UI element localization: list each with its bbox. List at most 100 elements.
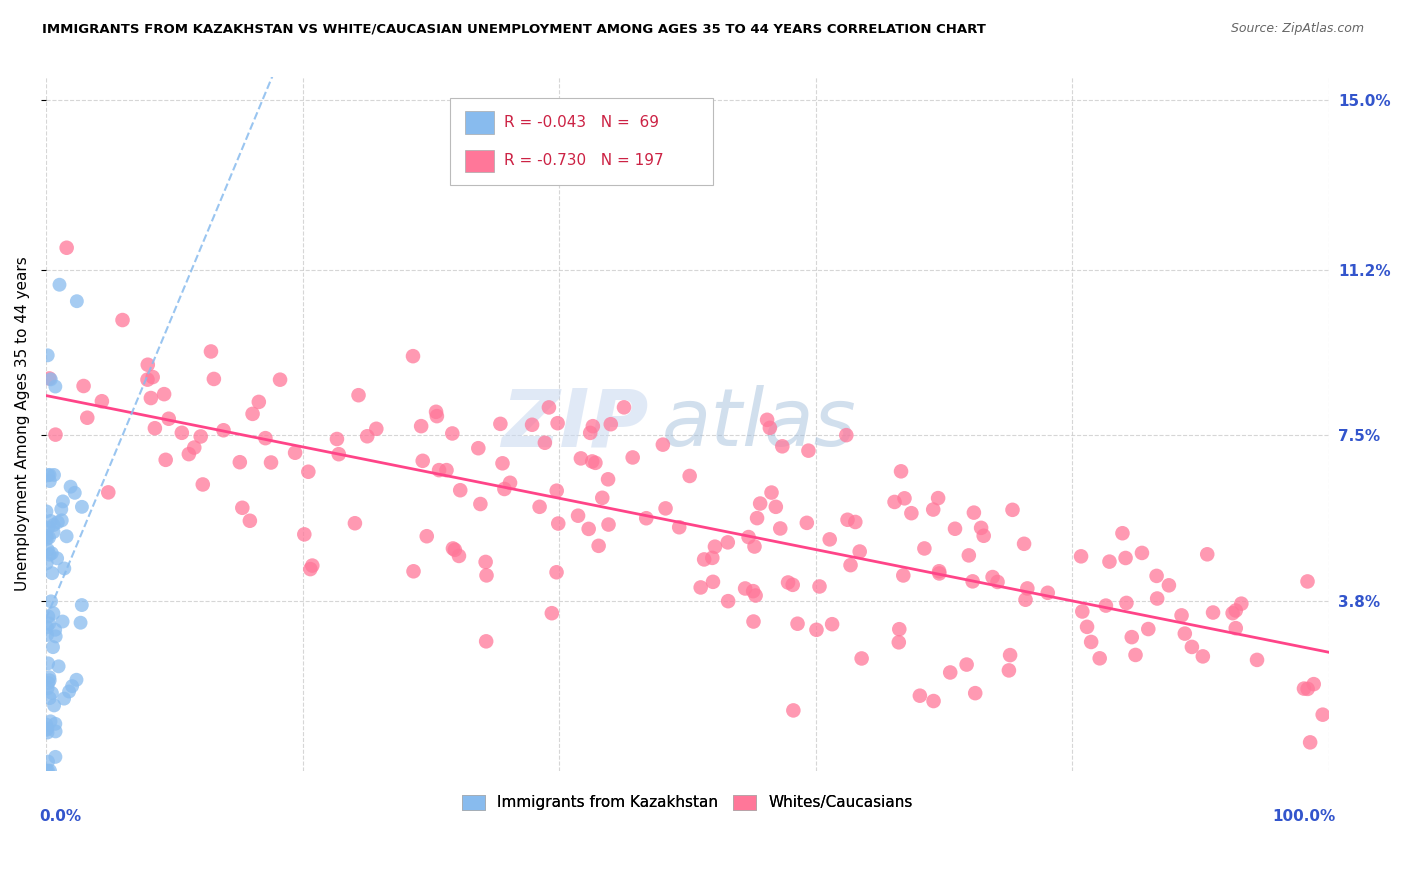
Point (912, 541, 935, 556)
Text: R = -0.730   N = 197: R = -0.730 N = 197 (503, 153, 664, 168)
Point (636, 511, 658, 525)
Point (963, 506, 986, 520)
Point (613, 401, 636, 415)
Point (1202, 606, 1225, 620)
Point (183, 441, 205, 455)
Point (46, 515, 69, 529)
Point (474, 555, 496, 569)
Point (702, 550, 724, 565)
Point (765, 500, 787, 514)
Point (981, 570, 1004, 584)
Point (1036, 586, 1059, 600)
Point (939, 665, 962, 680)
Point (1130, 546, 1153, 560)
Text: IMMIGRANTS FROM KAZAKHSTAN VS WHITE/CAUCASIAN UNEMPLOYMENT AMONG AGES 35 TO 44 Y: IMMIGRANTS FROM KAZAKHSTAN VS WHITE/CAUC… (42, 22, 986, 36)
Point (425, 405, 447, 419)
Point (742, 584, 765, 599)
Point (37, 609, 59, 624)
Point (540, 606, 562, 620)
Point (170, 425, 193, 440)
Point (1017, 582, 1039, 596)
Point (891, 568, 914, 582)
Point (782, 703, 804, 717)
Point (444, 542, 467, 557)
Point (703, 540, 725, 554)
Point (51, 513, 73, 527)
Point (42, 698, 65, 713)
Point (756, 413, 779, 427)
Point (37, 681, 59, 695)
Point (470, 497, 492, 511)
Point (48, 277, 70, 292)
Point (489, 417, 512, 431)
Point (1014, 592, 1036, 607)
Point (411, 419, 433, 434)
Point (583, 456, 606, 470)
Point (1292, 681, 1315, 696)
Point (1296, 681, 1319, 696)
Point (326, 432, 349, 446)
Point (39, 764, 62, 778)
Point (1070, 549, 1092, 564)
Point (39, 594, 62, 608)
Point (534, 435, 557, 450)
Point (65, 673, 87, 687)
Point (60, 679, 83, 693)
Point (1080, 635, 1102, 649)
Point (837, 513, 859, 527)
Point (111, 313, 134, 327)
Point (651, 437, 673, 451)
Point (839, 558, 862, 573)
Point (970, 521, 993, 535)
Point (588, 539, 610, 553)
Point (412, 454, 434, 468)
Point (76, 410, 98, 425)
Point (155, 453, 177, 467)
Point (42, 640, 65, 654)
Point (591, 491, 613, 505)
Point (957, 549, 980, 563)
Point (1197, 547, 1219, 561)
Point (449, 483, 471, 498)
Point (37, 755, 59, 769)
Point (269, 373, 291, 387)
Point (416, 529, 439, 543)
Point (1146, 569, 1168, 583)
Point (1296, 574, 1319, 589)
Point (58, 684, 80, 698)
Point (143, 421, 166, 435)
Point (1098, 555, 1121, 569)
Point (734, 582, 756, 596)
Point (1299, 735, 1322, 749)
Point (668, 520, 690, 534)
Point (426, 409, 449, 424)
Point (347, 388, 370, 402)
FancyBboxPatch shape (465, 150, 494, 172)
Text: ZIP: ZIP (502, 385, 648, 463)
Point (37, 722, 59, 736)
Point (1192, 649, 1215, 664)
Point (547, 416, 569, 430)
Point (1146, 591, 1168, 606)
Point (835, 428, 858, 442)
Point (579, 425, 602, 440)
Point (436, 463, 458, 477)
Point (973, 529, 995, 543)
Point (44, 623, 66, 637)
Point (1246, 653, 1268, 667)
Point (41, 566, 63, 581)
Point (38, 691, 60, 706)
Point (35, 717, 58, 731)
Point (35, 628, 58, 642)
Point (1111, 526, 1133, 541)
Point (53, 561, 76, 575)
Point (55, 529, 77, 543)
Point (299, 562, 322, 576)
Point (35, 529, 58, 543)
Point (998, 648, 1021, 662)
Point (818, 533, 841, 547)
Point (806, 623, 828, 637)
Point (37, 725, 59, 739)
Point (848, 544, 870, 558)
Point (598, 517, 620, 532)
